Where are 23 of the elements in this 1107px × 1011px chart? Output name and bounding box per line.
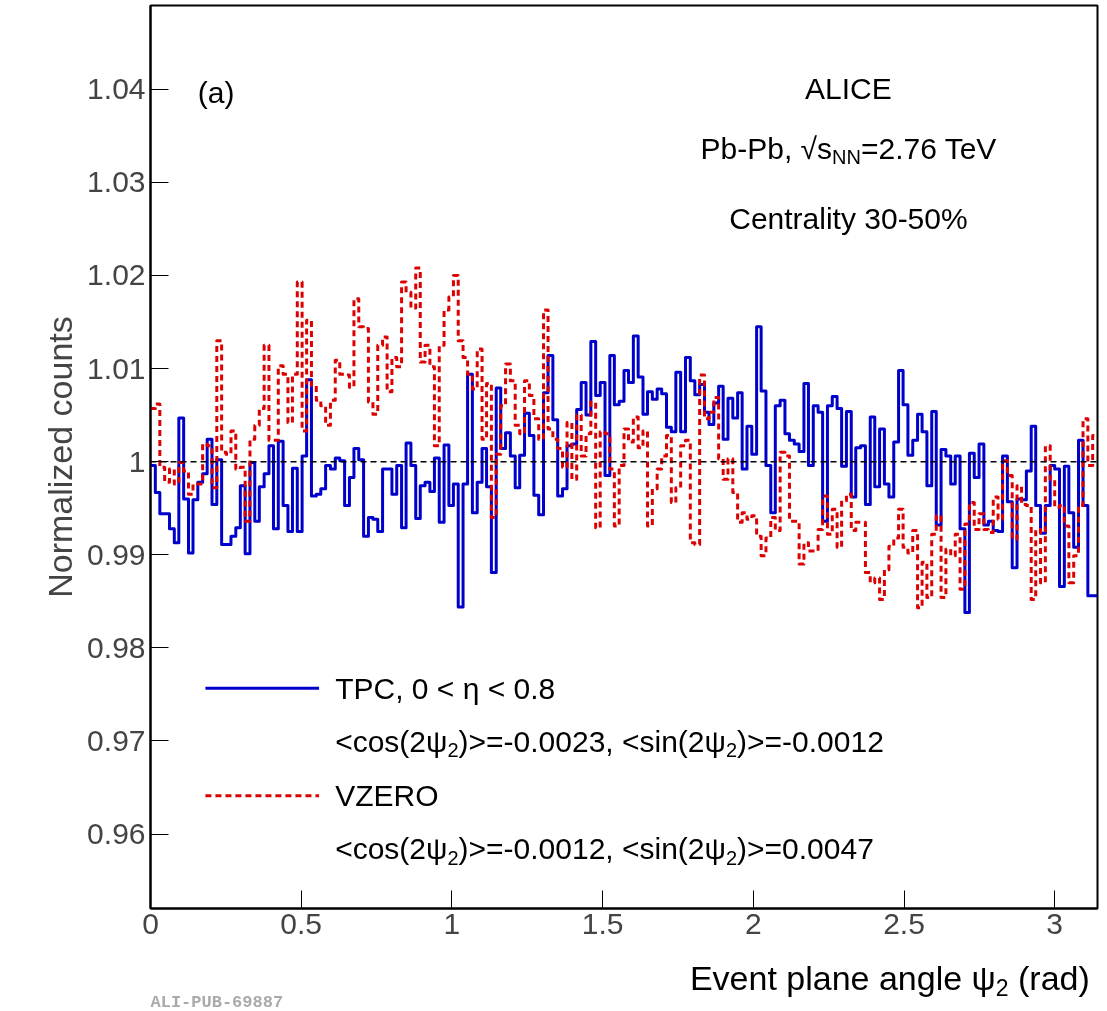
x-tick-label: 3 [1046, 906, 1064, 940]
y-tick-label: 1.04 [87, 72, 146, 106]
y-tick-label: 0.98 [87, 630, 146, 664]
y-tick-label: 1 [128, 444, 146, 478]
legend-label: TPC, 0 < η < 0.8 [335, 671, 556, 705]
y-tick-label: 1.03 [87, 165, 146, 199]
y-tick-label: 0.97 [87, 723, 146, 757]
y-tick-label: 1.02 [87, 258, 146, 292]
legend-label: VZERO [335, 779, 439, 813]
y-tick-label: 0.99 [87, 537, 146, 571]
x-tick-label: 1.5 [581, 906, 624, 940]
y-axis-title: Normalized counts [41, 316, 80, 598]
x-tick-label: 0.5 [280, 906, 323, 940]
y-tick-label: 1.01 [87, 351, 146, 385]
annotation: Centrality 30-50% [729, 202, 968, 236]
x-tick-label: 2.5 [883, 906, 925, 940]
y-tick-label: 0.96 [87, 817, 146, 851]
x-tick-label: 1 [443, 906, 461, 940]
annotation: ALICE [805, 72, 892, 106]
x-tick-label: 0 [142, 906, 159, 940]
annotation: (a) [197, 75, 235, 109]
text: ALI-PUB-69887 [150, 992, 284, 1011]
x-tick-label: 2 [744, 906, 762, 940]
